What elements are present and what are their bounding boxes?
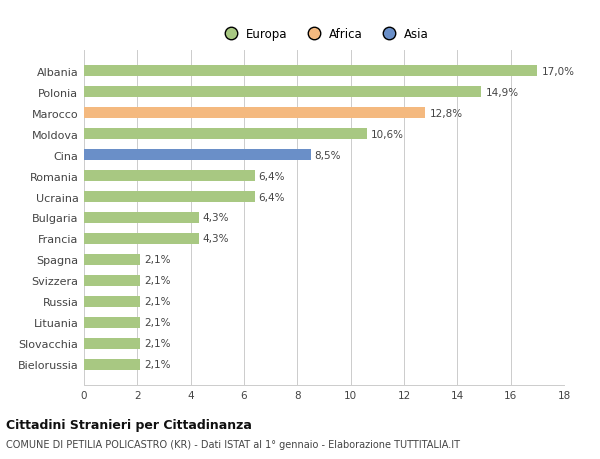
Bar (84, 150, 311, 161)
Bar (84, 317, 140, 329)
Bar (84, 129, 367, 140)
Bar (84, 275, 140, 286)
Text: 2,1%: 2,1% (144, 318, 170, 328)
Bar (84, 66, 538, 77)
Text: 17,0%: 17,0% (541, 67, 574, 77)
Bar (84, 87, 481, 98)
Text: 4,3%: 4,3% (203, 213, 229, 223)
Text: 2,1%: 2,1% (144, 297, 170, 307)
Legend: Europa, Africa, Asia: Europa, Africa, Asia (214, 23, 434, 45)
Text: 12,8%: 12,8% (430, 108, 463, 118)
Bar (84, 107, 425, 119)
Bar (84, 338, 140, 349)
Bar (84, 191, 254, 203)
Bar (84, 233, 199, 245)
Bar (84, 170, 254, 182)
Text: 6,4%: 6,4% (259, 192, 285, 202)
Text: COMUNE DI PETILIA POLICASTRO (KR) - Dati ISTAT al 1° gennaio - Elaborazione TUTT: COMUNE DI PETILIA POLICASTRO (KR) - Dati… (6, 440, 460, 449)
Bar (84, 254, 140, 266)
Text: 2,1%: 2,1% (144, 276, 170, 286)
Text: Cittadini Stranieri per Cittadinanza: Cittadini Stranieri per Cittadinanza (6, 418, 252, 431)
Text: 14,9%: 14,9% (485, 87, 518, 97)
Text: 6,4%: 6,4% (259, 171, 285, 181)
Bar (84, 359, 140, 370)
Text: 4,3%: 4,3% (203, 234, 229, 244)
Bar (84, 296, 140, 308)
Bar (84, 212, 199, 224)
Text: 2,1%: 2,1% (144, 339, 170, 349)
Text: 8,5%: 8,5% (314, 150, 341, 160)
Text: 10,6%: 10,6% (371, 129, 404, 139)
Text: 2,1%: 2,1% (144, 359, 170, 369)
Text: 2,1%: 2,1% (144, 255, 170, 265)
